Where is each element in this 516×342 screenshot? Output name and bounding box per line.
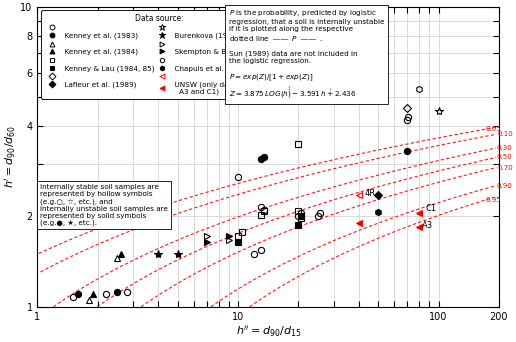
Text: A3: A3: [422, 221, 433, 230]
Text: C1: C1: [425, 205, 437, 213]
Text: $P$ is the probability, predicted by logistic
regression, that a soil is interna: $P$ is the probability, predicted by log…: [229, 8, 384, 100]
Text: $P$: $P$: [318, 48, 325, 59]
Text: 0.10: 0.10: [497, 131, 513, 137]
Legend: ,   Kenney et al. (1983), ,   Kenney et al. (1984), ,   Kenney & Lau (1984, 85),: , Kenney et al. (1983), , Kenney et al. …: [41, 10, 278, 99]
Text: 0.95: 0.95: [485, 197, 501, 203]
Text: Internally stable soil samples are
represented by hollow symbols
(e.g.○, ☆, etc.: Internally stable soil samples are repre…: [40, 184, 168, 226]
Text: 4R: 4R: [365, 189, 376, 198]
Text: 0.50: 0.50: [497, 155, 512, 160]
Text: 0.90: 0.90: [497, 183, 512, 189]
Text: 0.70: 0.70: [497, 165, 513, 171]
Y-axis label: $h' = d_{90}/d_{60}$: $h' = d_{90}/d_{60}$: [3, 125, 18, 188]
Text: 0.30: 0.30: [497, 145, 512, 151]
X-axis label: $h'' = d_{90}/d_{15}$: $h'' = d_{90}/d_{15}$: [235, 325, 301, 339]
Text: 0.05: 0.05: [486, 126, 501, 132]
